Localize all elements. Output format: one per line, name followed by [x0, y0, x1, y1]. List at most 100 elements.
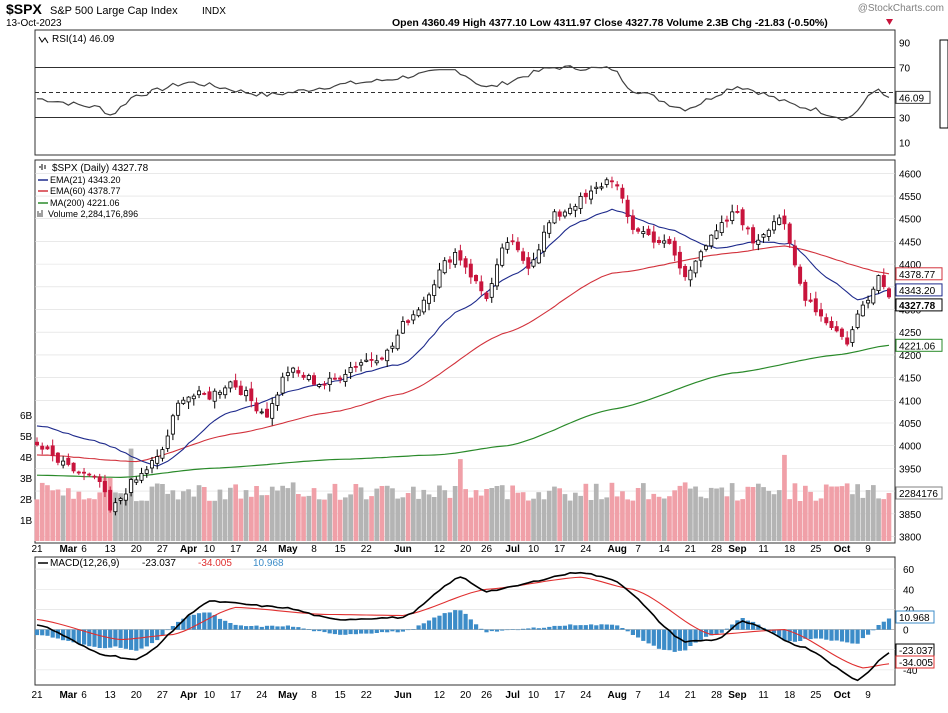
candle — [238, 385, 243, 396]
volume-bar — [123, 497, 129, 541]
candle — [55, 452, 60, 463]
date-tick-label: 17 — [554, 544, 566, 555]
histogram-bar — [348, 629, 353, 635]
volume-bar — [426, 494, 432, 541]
volume-bar — [552, 486, 557, 541]
candle — [740, 209, 745, 226]
histogram-bar — [615, 625, 620, 630]
candle — [453, 251, 458, 265]
candle — [421, 299, 426, 313]
date-tick-label: 15 — [335, 690, 347, 701]
candle — [35, 441, 40, 446]
volume-bar — [756, 483, 761, 541]
histogram-bar — [400, 629, 405, 632]
candle — [573, 205, 578, 211]
histogram-bar — [432, 617, 437, 630]
volume-bar — [850, 494, 855, 541]
volume-bar — [776, 490, 782, 541]
volume-tick-label: 3B — [20, 474, 33, 485]
histogram-bar — [855, 629, 860, 644]
histogram-bar — [244, 626, 249, 630]
signal-tag: -34.005 — [899, 658, 933, 669]
histogram-bar — [437, 615, 442, 630]
candle — [97, 476, 102, 482]
candle — [630, 215, 635, 230]
volume-bar — [541, 499, 547, 541]
candle — [615, 184, 620, 187]
price-tick-label: 4100 — [899, 396, 922, 407]
candle — [719, 222, 724, 234]
candle — [196, 390, 201, 396]
candle — [270, 403, 275, 419]
ema21-line — [36, 208, 890, 467]
volume-bar — [160, 484, 165, 541]
volume-bar — [792, 483, 798, 541]
volume-bar — [384, 485, 390, 541]
volume-bar — [86, 498, 92, 541]
histogram-bar — [374, 629, 379, 633]
volume-bar — [881, 499, 887, 541]
histogram-bar — [139, 629, 144, 649]
volume-bar — [405, 493, 411, 541]
candle — [186, 396, 191, 403]
candle — [108, 489, 113, 511]
price-tags: 4378.77 4343.20 4327.78 4221.06 2284176 — [895, 267, 943, 500]
candle — [819, 309, 824, 317]
histogram-bar — [468, 619, 473, 630]
volume-bar — [546, 490, 552, 541]
macd-tick-label: 0 — [903, 626, 909, 637]
date-tick-label: 20 — [131, 690, 143, 701]
volume-bar — [290, 482, 296, 541]
date-tick-label: 11 — [758, 544, 769, 555]
date-tick-label: 24 — [256, 690, 268, 701]
candle — [369, 358, 374, 361]
candle — [426, 294, 431, 304]
ohlc-stats: Open 4360.49 High 4377.10 Low 4311.97 Cl… — [392, 17, 828, 29]
price-tick-label: 4600 — [899, 169, 922, 180]
volume-bar — [369, 496, 374, 541]
volume-bar — [134, 501, 139, 541]
volume-bar — [719, 487, 725, 541]
volume-bar — [557, 488, 562, 541]
date-axis-middle: 21 Mar 6 13 20 27 Apr 10 17 24 May 8 15 22 Jun 12 20 26 Ju… — [31, 544, 871, 555]
candle — [688, 269, 693, 281]
histogram-bar — [306, 629, 311, 630]
candle — [568, 207, 573, 214]
volume-bar — [813, 500, 819, 541]
histogram-bar — [730, 624, 735, 630]
candle — [489, 283, 494, 298]
volume-bar — [703, 498, 709, 541]
volume-bar — [688, 488, 693, 541]
candle-icon — [39, 164, 46, 170]
volume-bar — [170, 490, 176, 541]
date-tick-label: Jul — [505, 690, 520, 701]
scrollbar-stub[interactable] — [939, 39, 948, 129]
date-tick-label: 24 — [256, 544, 268, 555]
histogram-bar — [144, 629, 149, 647]
candle — [536, 249, 541, 264]
volume-bar — [118, 493, 123, 541]
histogram-bar — [860, 629, 865, 639]
volume-bar — [201, 487, 207, 541]
volume-bar — [630, 500, 636, 541]
histogram-bar — [170, 626, 175, 630]
date-tick-label: 27 — [157, 544, 169, 555]
histogram-bar — [359, 629, 364, 634]
histogram-bar — [662, 629, 667, 650]
price-tick-label: 4150 — [899, 374, 922, 385]
histogram-bar — [238, 625, 243, 630]
volume-bar — [515, 492, 521, 541]
date-tick-label: 14 — [659, 544, 671, 555]
macd-tags: 10.968 -23.037 -34.005 — [895, 610, 935, 669]
volume-bar — [280, 485, 285, 541]
histogram-bar — [118, 629, 123, 648]
histogram-bar — [285, 625, 290, 630]
candle — [792, 245, 797, 266]
candle — [395, 334, 400, 350]
date-tick-label: 21 — [31, 544, 43, 555]
volume-bar — [353, 484, 359, 541]
candle — [348, 366, 353, 373]
histogram-bar — [270, 625, 275, 630]
histogram-bar — [740, 618, 745, 630]
volume-bar — [395, 498, 400, 541]
